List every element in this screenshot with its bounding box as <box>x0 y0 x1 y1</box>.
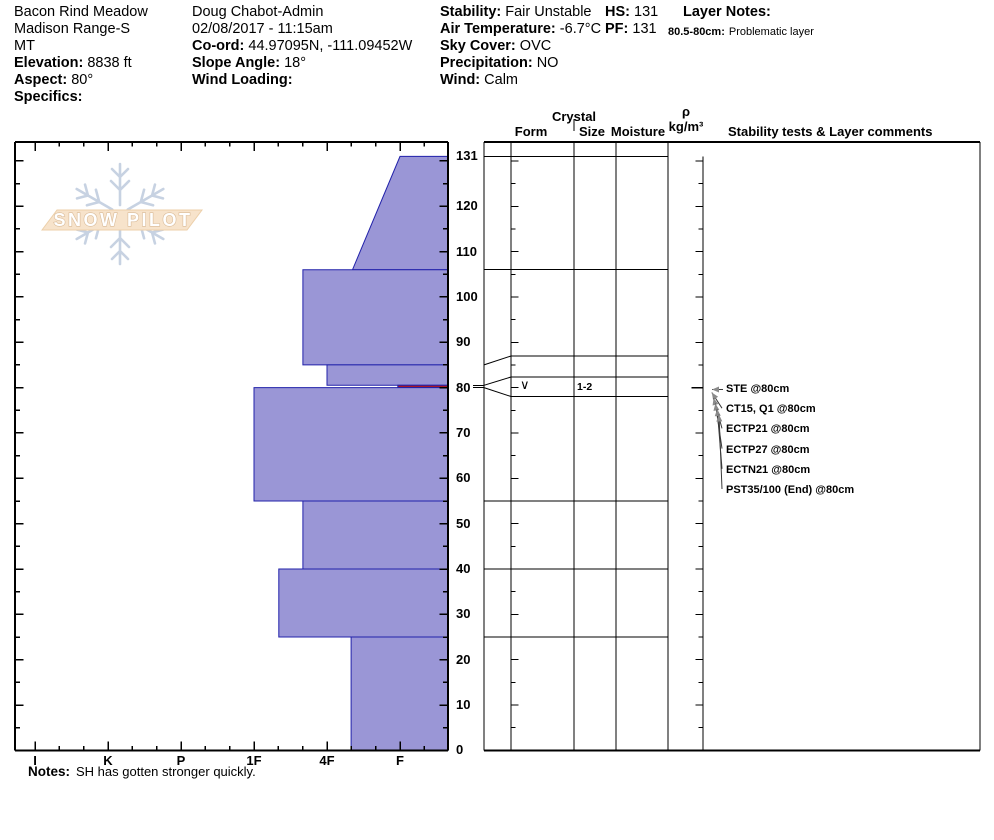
test-arrow-head <box>712 386 719 393</box>
hardness-bar <box>302 269 449 366</box>
col-header-form: Form <box>514 124 548 139</box>
depth-label: 10 <box>456 697 471 712</box>
depth-label: 120 <box>456 198 478 214</box>
layer-connector <box>483 376 512 386</box>
test-arrow-head <box>713 403 720 411</box>
depth-label: 20 <box>456 651 471 667</box>
stability-test-label: ECTP21 @80cm <box>726 423 810 436</box>
col-header-density-units: kg/m³ <box>668 119 704 134</box>
stability-test-label: CT15, Q1 @80cm <box>726 403 816 416</box>
stability-test-label: PST35/100 (End) @80cm <box>726 484 855 496</box>
hardness-label: K <box>103 753 113 768</box>
header-field: Precipitation: NO <box>440 55 559 71</box>
hardness-label: 4F <box>319 753 335 768</box>
hardness-bar <box>351 155 449 271</box>
depth-label: 110 <box>456 243 477 259</box>
col-header-size: Size <box>578 124 605 139</box>
header-field: Co-ord: 44.97095N, -111.09452W <box>192 38 413 54</box>
pit-notes-label: Notes: <box>28 764 71 779</box>
hardness-label: P <box>176 753 186 768</box>
snowpilot-logo: SNOW PILOT <box>41 162 203 266</box>
hardness-label: F <box>396 753 404 768</box>
layer-note-depth: 80.5-80cm: <box>668 26 725 38</box>
grain-size-value: 1-2 <box>577 381 593 393</box>
header-field: PF: 131 <box>605 21 657 37</box>
depth-label: 60 <box>456 470 471 486</box>
hardness-bar <box>278 568 449 638</box>
header-field: Air Temperature: -6.7°C <box>440 21 602 37</box>
layer-notes-label: Layer Notes: <box>683 4 771 20</box>
depth-label: 30 <box>456 606 471 622</box>
test-arrow-head <box>716 414 723 422</box>
col-header-stability-tests: Stability tests & Layer comments <box>728 124 933 139</box>
test-arrow-line <box>718 414 723 490</box>
layer-connector <box>483 387 512 397</box>
depth-label: 80 <box>456 379 471 395</box>
col-header-moisture: Moisture <box>610 124 666 139</box>
hardness-bar <box>326 364 449 386</box>
header-field: Wind: Calm <box>440 72 519 88</box>
header-field: Madison Range-S <box>14 21 131 37</box>
header-column: HS: 131 PF: 131 <box>605 4 658 38</box>
grain-form-symbol: ∨ <box>520 378 530 393</box>
depth-label: 131 <box>456 148 478 164</box>
layer-note-text: Problematic layer <box>728 26 814 38</box>
header-field: Doug Chabot-Admin <box>192 4 324 20</box>
stability-test-label: STE @80cm <box>726 383 790 395</box>
pit-notes: Notes: SH has gotten stronger quickly. <box>28 764 256 779</box>
hardness-bar <box>302 500 449 570</box>
header-field: Specifics: <box>14 89 83 105</box>
depth-label: 90 <box>456 334 471 350</box>
stability-test-label: ECTP27 @80cm <box>726 443 810 456</box>
hardness-bar <box>350 636 449 751</box>
depth-label: 50 <box>456 515 471 531</box>
pit-notes-text: SH has gotten stronger quickly. <box>76 764 256 779</box>
depth-label: 40 <box>456 561 471 576</box>
stability-test-label: ECTN21 @80cm <box>726 463 811 476</box>
header-field: Slope Angle: 18° <box>192 55 307 71</box>
hardness-label: I <box>33 753 37 768</box>
hardness-label: 1F <box>246 753 262 768</box>
depth-label: 70 <box>456 424 471 440</box>
col-header-density-symbol: ρ <box>681 104 691 119</box>
header-field: Bacon Rind Meadow <box>14 4 148 20</box>
header-field: Wind Loading: <box>192 72 293 88</box>
header-field: Stability: Fair Unstable <box>440 4 592 20</box>
header-column: Stability: Fair Unstable Air Temperature:… <box>440 4 601 89</box>
layer-notes-header: Layer Notes: <box>683 4 771 21</box>
header-field: Aspect: 80° <box>14 72 94 88</box>
layer-connector <box>483 355 512 366</box>
hardness-bar <box>253 387 449 502</box>
header-column: Bacon Rind Meadow Madison Range-S MT Elevat… <box>14 4 148 106</box>
header-field: 02/08/2017 - 11:15am <box>192 21 333 37</box>
depth-label: 0 <box>456 742 464 758</box>
layer-note-line: 80.5-80cm: Problematic layer <box>668 26 814 38</box>
col-header-crystal: Crystal <box>551 109 597 124</box>
header-field: Sky Cover: OVC <box>440 38 552 54</box>
test-arrow-head <box>714 409 721 417</box>
header-field: HS: 131 <box>605 4 659 20</box>
test-arrow-head <box>712 398 719 406</box>
logo-text: SNOW PILOT <box>54 210 193 230</box>
logo-banner <box>41 209 203 231</box>
header-column: Doug Chabot-Admin 02/08/2017 - 11:15am Co-… <box>192 4 412 89</box>
depth-label: 100 <box>456 288 478 304</box>
header-field: Elevation: 8838 ft <box>14 55 132 71</box>
header-field: MT <box>14 38 35 54</box>
